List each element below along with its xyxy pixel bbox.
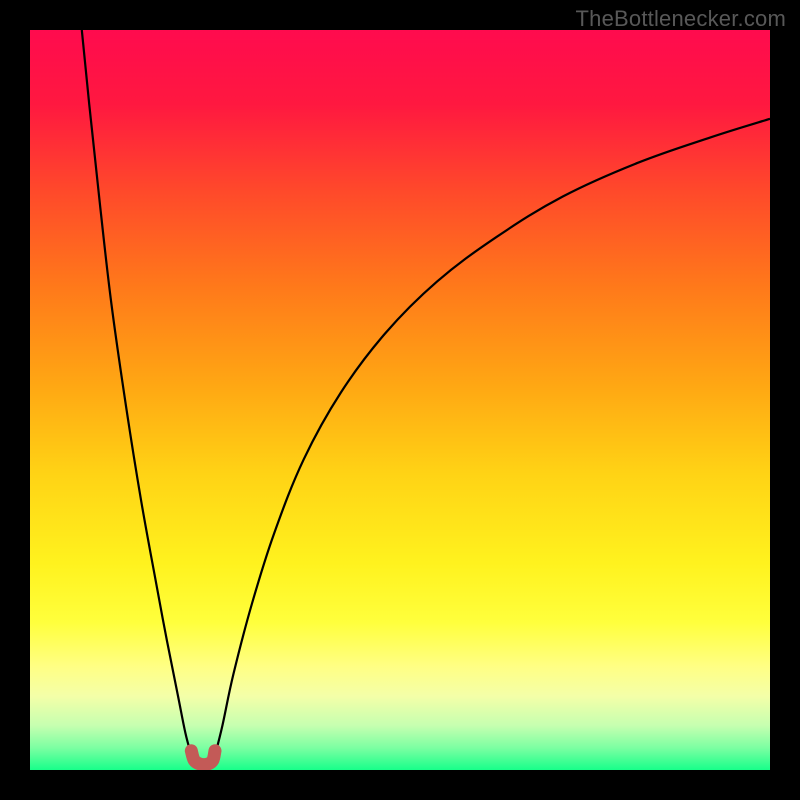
- chart-canvas: TheBottlenecker.com: [0, 0, 800, 800]
- plot-area: [30, 30, 770, 770]
- frame-border-left: [0, 0, 30, 800]
- frame-border-bottom: [0, 770, 800, 800]
- watermark-text: TheBottlenecker.com: [576, 6, 786, 32]
- frame-border-right: [770, 0, 800, 800]
- plot-svg: [30, 30, 770, 770]
- gradient-background: [30, 30, 770, 770]
